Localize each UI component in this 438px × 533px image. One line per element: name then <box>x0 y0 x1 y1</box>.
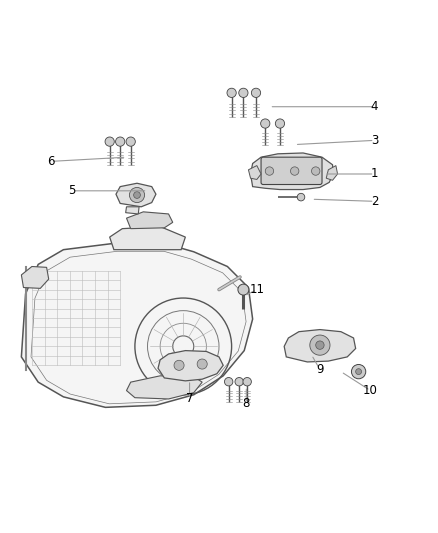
Circle shape <box>243 377 251 386</box>
Polygon shape <box>127 212 173 229</box>
Text: 2: 2 <box>371 195 378 208</box>
Circle shape <box>316 341 324 349</box>
Circle shape <box>297 193 305 201</box>
FancyBboxPatch shape <box>261 157 322 184</box>
Text: 8: 8 <box>243 397 250 410</box>
Circle shape <box>126 137 135 146</box>
Circle shape <box>261 119 270 128</box>
Circle shape <box>130 188 145 203</box>
Text: 4: 4 <box>371 100 378 113</box>
Circle shape <box>276 119 285 128</box>
Circle shape <box>105 137 114 146</box>
Polygon shape <box>21 244 253 407</box>
Polygon shape <box>248 166 261 180</box>
Polygon shape <box>284 329 356 362</box>
Polygon shape <box>158 351 223 381</box>
Polygon shape <box>110 227 185 249</box>
Text: 10: 10 <box>363 384 378 397</box>
Circle shape <box>224 377 233 386</box>
Circle shape <box>310 335 330 355</box>
Circle shape <box>251 88 261 98</box>
Polygon shape <box>21 266 49 288</box>
Circle shape <box>311 167 320 175</box>
Circle shape <box>134 192 140 198</box>
Polygon shape <box>116 183 156 207</box>
Circle shape <box>238 284 249 295</box>
Text: 11: 11 <box>249 283 265 296</box>
Polygon shape <box>127 376 202 399</box>
Circle shape <box>239 88 248 98</box>
Polygon shape <box>251 153 333 190</box>
Circle shape <box>351 365 366 379</box>
Text: 6: 6 <box>47 155 55 168</box>
Circle shape <box>235 377 244 386</box>
Text: 5: 5 <box>68 184 75 197</box>
Circle shape <box>116 137 125 146</box>
Circle shape <box>227 88 236 98</box>
Circle shape <box>290 167 299 175</box>
Circle shape <box>356 369 361 375</box>
Circle shape <box>174 360 184 370</box>
Text: 1: 1 <box>371 167 378 181</box>
Circle shape <box>197 359 207 369</box>
Polygon shape <box>326 166 338 180</box>
Text: 3: 3 <box>371 134 378 147</box>
Polygon shape <box>126 207 139 214</box>
Circle shape <box>265 167 274 175</box>
Text: 9: 9 <box>316 363 324 376</box>
Text: 7: 7 <box>186 392 193 406</box>
